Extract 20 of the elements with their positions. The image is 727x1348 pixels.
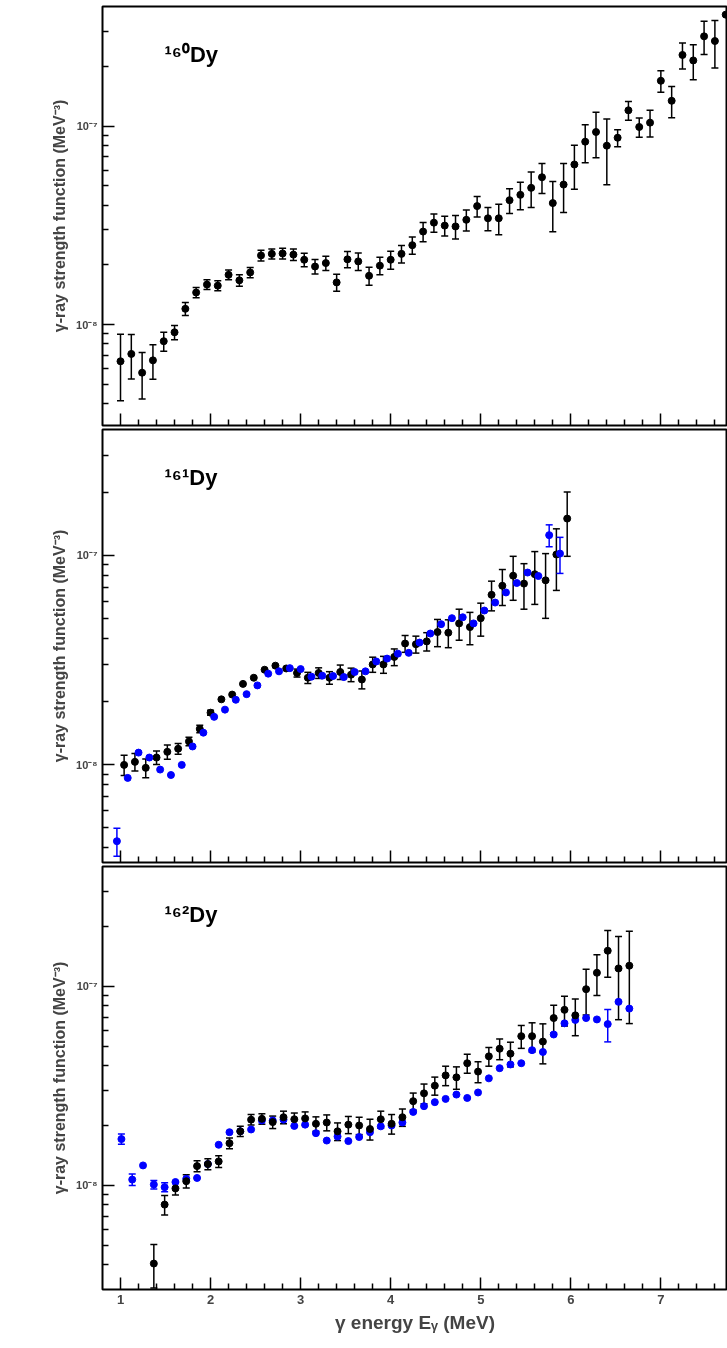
x-axis-title: γ energy Eᵧ (MeV) — [334, 1311, 496, 1333]
x-tick-label: 4 — [387, 1291, 396, 1307]
x-tick-label: 7 — [657, 1291, 665, 1307]
annotation: ¹⁶²Dy — [164, 901, 219, 927]
y-tick-label: 10⁻⁸ — [76, 318, 98, 331]
y-tick-label: 10⁻⁷ — [76, 549, 98, 562]
x-tick-label: 2 — [206, 1291, 215, 1307]
annotation: ¹⁶¹Dy — [164, 464, 219, 490]
x-tick-label: 1 — [116, 1291, 125, 1307]
y-axis-title: γ-ray strength function (MeV⁻³) — [51, 99, 69, 333]
y-tick-label: 10⁻⁸ — [76, 1179, 98, 1192]
y-axis-title: γ-ray strength function (MeV⁻³) — [51, 529, 69, 763]
y-tick-label: 10⁻⁷ — [76, 980, 98, 993]
y-tick-label: 10⁻⁸ — [76, 758, 98, 771]
x-tick-label: 5 — [477, 1291, 485, 1307]
y-tick-label: 10⁻⁷ — [76, 120, 98, 133]
x-tick-label: 6 — [567, 1291, 575, 1307]
x-tick-label: 3 — [297, 1291, 305, 1307]
y-axis-title: γ-ray strength function (MeV⁻³) — [51, 961, 69, 1195]
annotation: ¹⁶⁰Dy — [164, 41, 219, 67]
